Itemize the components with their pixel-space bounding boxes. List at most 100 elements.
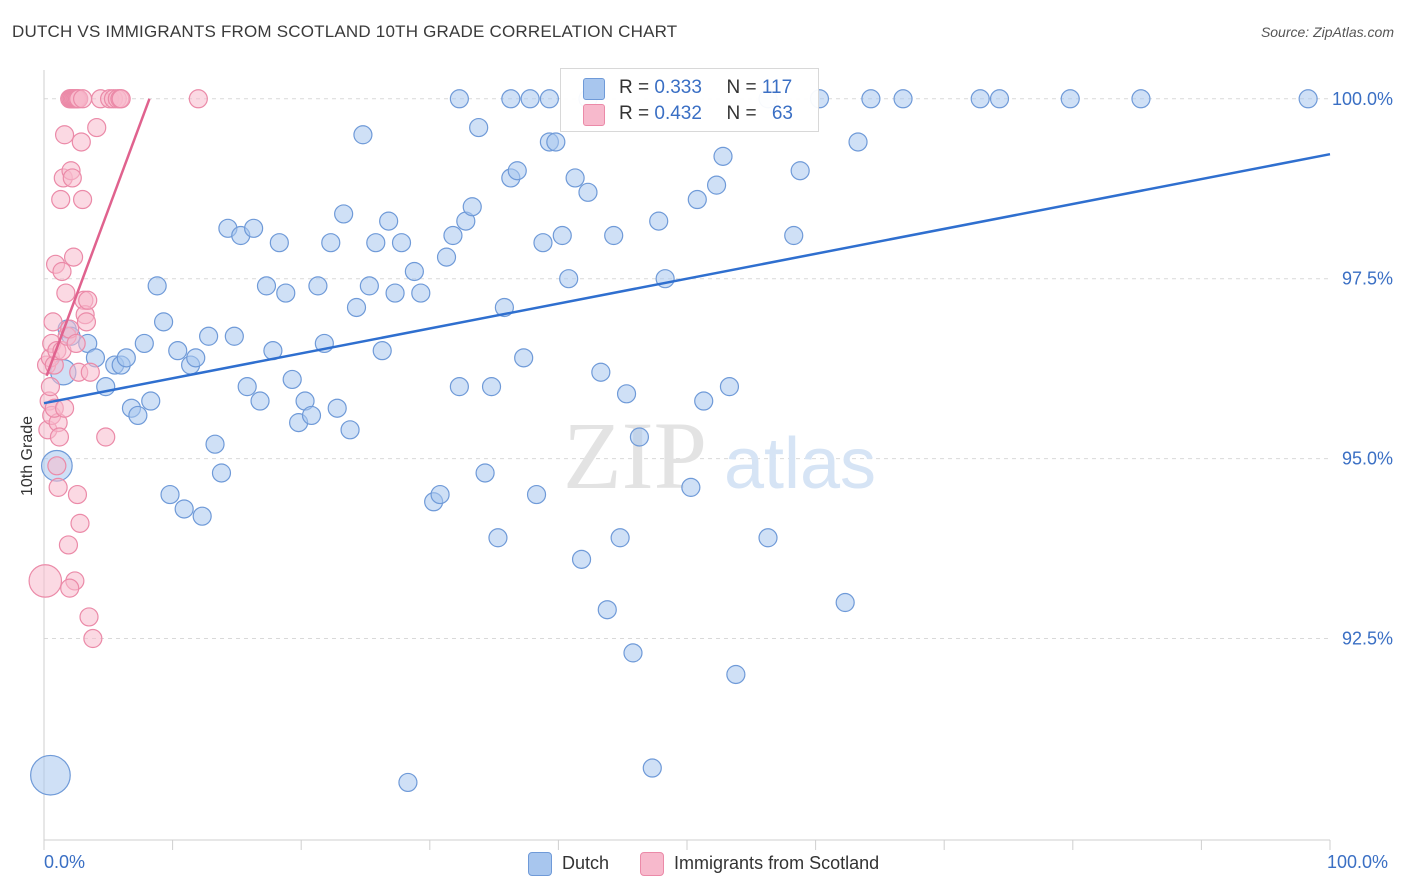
dutch-point-82 [591,362,611,382]
dutch-point-96 [713,146,733,166]
dutch-point-95 [706,175,727,195]
y-tick-label-0: 92.5% [1342,629,1393,649]
scotland-point-40 [83,628,103,649]
dutch-point-80 [571,549,592,569]
dutch-point-43 [327,398,347,418]
y-tick-labels: 92.5% 95.0% 97.5% 100.0% [1332,89,1393,649]
dutch-point-90 [649,211,669,231]
scotland-point-39 [80,362,100,382]
dutch-point-83 [597,600,617,620]
dutch-point-100 [784,225,804,246]
x-tick-label-min: 0.0% [44,852,86,872]
y-tick-label-2: 97.5% [1342,269,1393,289]
dutch-point-60 [443,225,463,246]
dutch-point-87 [623,643,643,663]
scotland-point-60 [54,398,75,418]
source-credit: Source: ZipAtlas.com [1260,24,1394,40]
dutch-point-12 [128,405,148,426]
dutch-point-32 [256,276,277,296]
dutch-point-111 [1298,89,1318,109]
dutch-point-76 [546,132,566,152]
legend-label-dutch: Dutch [562,853,610,873]
dutch-point-109 [1060,89,1080,109]
dutch-point-92 [681,477,701,497]
dutch-point-21 [186,348,206,368]
dutch-point-25 [211,463,232,483]
chart-title: DUTCH VS IMMIGRANTS FROM SCOTLAND 10TH G… [12,22,678,41]
scotland-point-8 [43,312,63,332]
series-scotland-points [28,89,208,649]
scotland-point-48 [111,89,131,109]
scotland-point-36 [76,312,97,332]
legend-item-scotland: Immigrants from Scotland [640,852,880,876]
dutch-point-74 [533,233,553,253]
scotland-point-19 [54,125,75,145]
dutch-point-14 [141,391,161,411]
dutch-point-86 [616,384,637,404]
scotland-point-15 [51,189,71,210]
dutch-point-115 [501,89,521,109]
dutch-point-55 [404,261,424,282]
scotland-point-31 [70,513,90,533]
dutch-point-59 [436,247,457,267]
scotland-point-20 [56,283,76,303]
dutch-point-45 [340,420,360,440]
dutch-point-108 [989,89,1010,109]
dutch-point-51 [379,211,399,231]
dutch-point-23 [199,326,219,346]
scotland-point-61 [60,578,80,598]
legend-n-value-dutch: 117 [761,77,793,98]
dutch-point-61 [449,377,469,397]
scotland-point-38 [79,607,99,627]
legend-label-scotland: Immigrants from Scotland [674,853,880,873]
scotland-point-57 [188,89,208,109]
dutch-point-53 [391,233,412,253]
scotland-point-4 [40,377,61,397]
dutch-point-103 [835,592,855,613]
dutch-point-22 [192,506,212,526]
dutch-point-18 [168,341,188,361]
dutch-point-16 [153,312,174,332]
dutch-point-110 [1131,89,1151,109]
legend-n-label: N = [726,77,762,98]
dutch-point-70 [507,161,527,181]
x-tick-label-max: 100.0% [1327,852,1389,872]
dutch-point-67 [488,528,508,548]
dutch-point-64 [469,117,489,138]
dutch-point-77 [552,225,572,246]
scotland-point-33 [72,189,93,210]
dutch-point-93 [687,189,707,210]
dutch-point-107 [970,89,990,109]
scotland-point-0 [28,564,63,598]
legend-item-dutch: Dutch [528,852,610,876]
dutch-point-105 [861,89,881,109]
trend-line-dutch [43,152,1331,405]
legend-swatch-dutch [528,852,552,876]
dutch-point-0 [30,754,71,796]
dutch-point-49 [366,233,386,253]
axes [43,70,1331,850]
dutch-point-88 [629,427,650,447]
scotland-point-59 [48,477,68,497]
legend-r-value-dutch: 0.333 [654,77,702,98]
dutch-point-34 [269,233,289,253]
dutch-point-19 [174,499,194,519]
dutch-point-47 [353,125,373,145]
scotland-point-25 [62,168,82,188]
dutch-point-116 [449,89,469,109]
dutch-point-36 [282,369,302,390]
dutch-point-54 [398,772,418,793]
scotland-point-32 [71,132,91,152]
legend-swatch-scotland [583,104,605,126]
dutch-point-66 [481,377,502,397]
dutch-point-58 [430,484,450,505]
dutch-point-79 [565,168,585,188]
dutch-point-101 [790,161,810,181]
dutch-point-85 [610,528,630,548]
scotland-point-43 [96,427,116,447]
legend-stats: R = 0.333 N = 117 R = 0.432 N = 63 [560,68,819,132]
legend-r-label: R = [619,77,655,98]
dutch-point-46 [346,297,367,318]
dutch-point-84 [604,225,624,246]
legend-n-value-scotland: 63 [771,103,793,124]
